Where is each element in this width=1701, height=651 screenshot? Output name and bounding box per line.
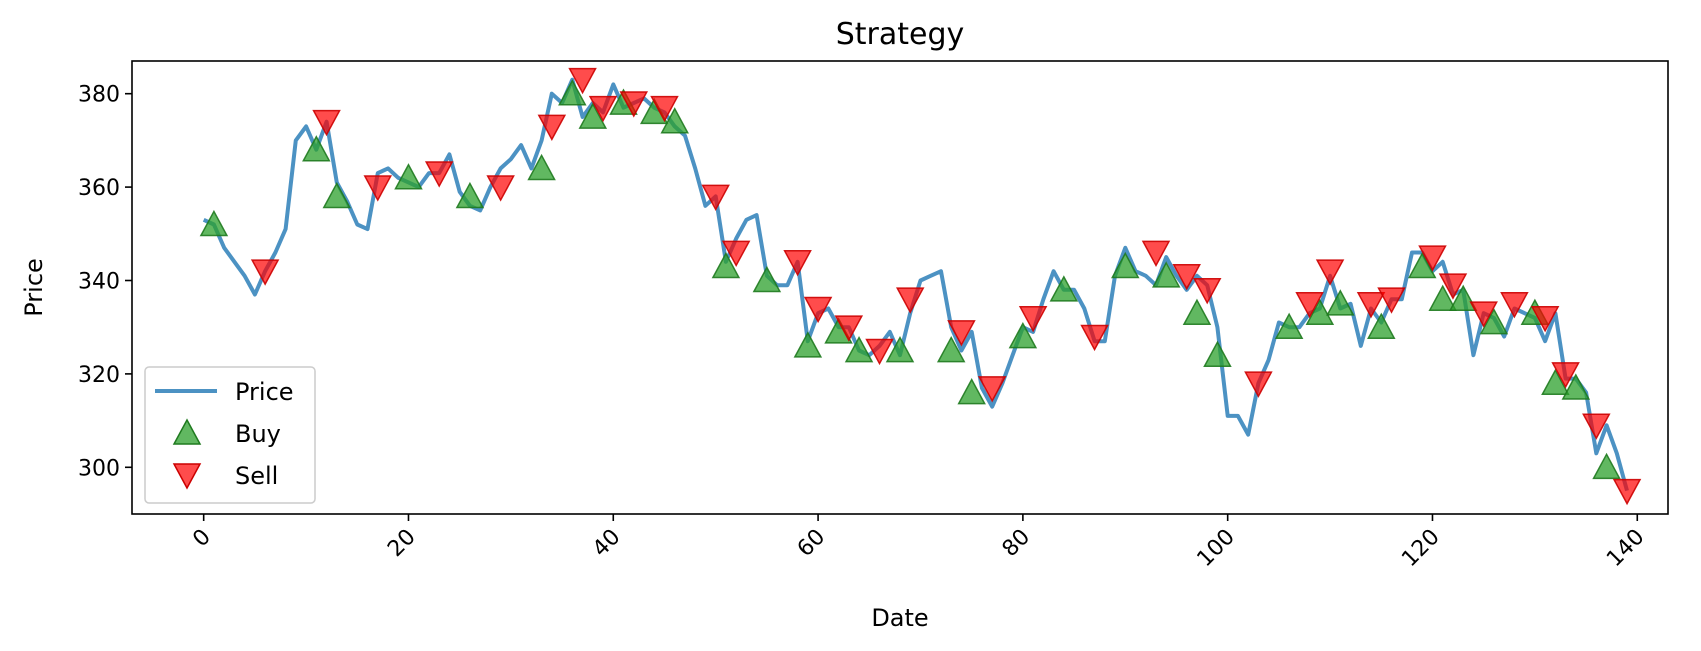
- sell-marker: [865, 338, 894, 366]
- buy-marker: [711, 251, 741, 279]
- sell-marker: [783, 250, 812, 277]
- sell-marker: [363, 175, 393, 202]
- legend-label: Sell: [235, 462, 278, 490]
- x-tick-label: 100: [1193, 525, 1240, 572]
- buy-marker: [322, 181, 352, 209]
- sell-marker: [721, 240, 751, 268]
- buy-marker: [957, 378, 986, 405]
- y-tick-label: 300: [78, 456, 120, 481]
- sell-marker: [650, 95, 679, 123]
- buy-marker: [455, 181, 485, 209]
- sell-marker: [803, 296, 833, 324]
- sell-marker: [537, 114, 567, 141]
- sell-marker: [568, 67, 597, 95]
- buy-marker: [1561, 373, 1591, 400]
- buy-marker: [1111, 251, 1140, 279]
- x-axis-title: Date: [871, 604, 928, 632]
- sell-marker: [1377, 287, 1406, 314]
- sell-marker: [1530, 306, 1560, 333]
- buy-marker: [199, 209, 229, 237]
- sell-marker: [1356, 292, 1386, 319]
- buy-marker: [1541, 368, 1570, 396]
- sell-marker: [1438, 273, 1468, 300]
- x-tick-label: 40: [588, 525, 625, 562]
- buy-marker: [1182, 298, 1212, 325]
- legend-label: Buy: [235, 420, 281, 448]
- x-tick-label: 140: [1602, 525, 1649, 572]
- x-tick-label: 20: [383, 525, 420, 562]
- sell-marker: [1244, 371, 1273, 398]
- y-tick-label: 380: [78, 83, 120, 108]
- sell-marker: [1080, 324, 1109, 352]
- buy-marker: [527, 153, 556, 181]
- x-tick-label: 60: [793, 525, 830, 562]
- buy-marker: [1326, 289, 1355, 316]
- buy-marker: [1367, 312, 1396, 339]
- buy-marker: [1305, 298, 1335, 325]
- buy-marker: [1592, 452, 1621, 480]
- sell-marker: [1500, 292, 1529, 319]
- buy-marker: [660, 107, 689, 134]
- plot-frame: [131, 60, 1669, 515]
- sell-marker: [1295, 292, 1324, 319]
- buy-marker: [844, 335, 874, 363]
- x-tick-label: 80: [998, 525, 1035, 562]
- buy-marker: [936, 335, 966, 363]
- sell-marker: [1172, 264, 1201, 291]
- sell-marker: [1192, 278, 1222, 305]
- buy-marker: [1049, 275, 1079, 302]
- sell-marker: [1018, 306, 1048, 333]
- buy-marker: [1428, 284, 1457, 311]
- chart-title: Strategy: [836, 17, 965, 52]
- sell-marker: [977, 376, 1007, 403]
- buy-marker: [394, 163, 423, 190]
- sell-marker: [1612, 478, 1642, 506]
- sell-marker: [1418, 245, 1447, 272]
- buy-marker: [558, 79, 587, 106]
- sell-marker: [947, 320, 976, 347]
- sell-marker: [895, 287, 925, 314]
- x-tick-label: 120: [1397, 525, 1444, 572]
- buy-marker: [578, 102, 608, 129]
- legend-buy-swatch: [172, 418, 202, 445]
- sell-marker: [1315, 259, 1345, 286]
- price-line: [202, 77, 1629, 492]
- plot-area: [199, 67, 1642, 506]
- buy-marker: [885, 335, 915, 363]
- y-tick-label: 340: [78, 269, 120, 294]
- sell-marker: [588, 95, 618, 123]
- sell-marker: [250, 259, 280, 286]
- legend-sell-swatch: [172, 463, 202, 490]
- buy-marker: [1008, 321, 1038, 349]
- sell-marker: [424, 161, 454, 188]
- buy-marker: [1203, 340, 1232, 368]
- buy-marker: [302, 135, 331, 162]
- sell-marker: [834, 315, 864, 342]
- y-tick-label: 360: [78, 176, 120, 201]
- buy-marker: [1407, 251, 1437, 279]
- buy-marker: [1448, 284, 1478, 311]
- y-axis-title: Price: [20, 258, 48, 317]
- buy-marker: [752, 265, 782, 293]
- sell-marker: [619, 91, 649, 118]
- sell-marker: [701, 184, 730, 212]
- sell-marker: [1141, 240, 1171, 268]
- buy-marker: [1151, 261, 1181, 288]
- sell-marker: [486, 175, 515, 202]
- buy-marker: [1274, 312, 1304, 339]
- sell-marker: [312, 109, 341, 137]
- legend-label: Price: [235, 378, 294, 406]
- legend: Price Buy Sell: [144, 366, 316, 504]
- sell-marker: [1582, 413, 1611, 440]
- x-tick-label: 0: [188, 525, 216, 553]
- buy-marker: [793, 331, 823, 358]
- sell-marker: [1551, 362, 1580, 389]
- buy-marker: [1479, 307, 1509, 335]
- y-tick-label: 320: [78, 363, 120, 388]
- sell-marker: [1469, 301, 1498, 328]
